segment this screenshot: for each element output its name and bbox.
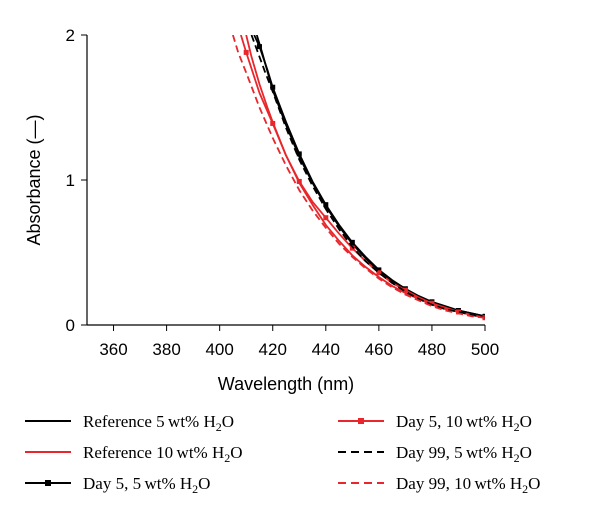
- data-point: [270, 120, 276, 126]
- legend-label-subscript: 2: [192, 482, 198, 496]
- legend-label-main: Day 5, 10 wt% H: [396, 412, 514, 431]
- legend-label: Day 99, 5 wt% H2O: [396, 443, 532, 465]
- x-tick-label: 420: [259, 340, 287, 359]
- series-line: [250, 35, 485, 319]
- y-tick-label: 1: [66, 171, 75, 190]
- legend-item: Day 5, 5 wt% H2O: [25, 474, 210, 496]
- legend-label-tail: O: [528, 474, 540, 493]
- legend-label-tail: O: [222, 412, 234, 431]
- data-point: [323, 202, 329, 208]
- legend-label: Day 99, 10 wt% H2O: [396, 474, 540, 496]
- legend-label-subscript: 2: [224, 451, 230, 465]
- legend-label-subscript: 2: [216, 420, 222, 434]
- legend-label-subscript: 2: [514, 451, 520, 465]
- series-line: [232, 35, 485, 319]
- x-tick-label: 500: [471, 340, 499, 359]
- series-line: [253, 35, 485, 318]
- data-point: [349, 239, 355, 245]
- y-axis-title: Absorbance (—): [24, 114, 44, 245]
- legend-marker: [45, 480, 51, 486]
- y-tick-label: 2: [66, 26, 75, 45]
- x-tick-label: 400: [205, 340, 233, 359]
- data-point: [296, 178, 302, 184]
- data-point: [376, 267, 382, 273]
- legend-item: Day 99, 5 wt% H2O: [338, 443, 532, 465]
- legend-label-main: Day 5, 5 wt% H: [83, 474, 192, 493]
- y-tick-label: 0: [66, 316, 75, 335]
- data-point: [323, 215, 329, 221]
- legend-marker: [358, 418, 364, 424]
- legend-label: Day 5, 10 wt% H2O: [396, 412, 532, 434]
- legend-label-tail: O: [520, 412, 532, 431]
- legend-label-tail: O: [230, 443, 242, 462]
- x-tick-label: 440: [312, 340, 340, 359]
- data-point: [455, 309, 461, 315]
- data-point: [256, 44, 262, 50]
- x-tick-label: 360: [99, 340, 127, 359]
- x-tick-label: 380: [152, 340, 180, 359]
- data-point: [376, 270, 382, 276]
- x-ticks: 360 380 400 420 440 460 480 500: [99, 325, 499, 359]
- legend-label-subscript: 2: [514, 420, 520, 434]
- series-5: [250, 35, 485, 319]
- x-tick-label: 460: [365, 340, 393, 359]
- legend-label-main: Reference 5 wt% H: [83, 412, 216, 431]
- data-point: [243, 49, 249, 55]
- legend-label: Reference 10 wt% H2O: [83, 443, 243, 465]
- data-point: [296, 151, 302, 157]
- legend-item: Day 5, 10 wt% H2O: [338, 412, 532, 434]
- legend-label-tail: O: [198, 474, 210, 493]
- x-tick-label: 480: [418, 340, 446, 359]
- x-axis-title: Wavelength (nm): [218, 374, 354, 394]
- legend-item: Day 99, 10 wt% H2O: [338, 474, 540, 496]
- data-point: [429, 300, 435, 306]
- data-point: [270, 84, 276, 90]
- legend-label: Day 5, 5 wt% H2O: [83, 474, 210, 496]
- legend-label-main: Reference 10 wt% H: [83, 443, 224, 462]
- data-point: [349, 245, 355, 251]
- legend-label: Reference 5 wt% H2O: [83, 412, 234, 434]
- y-ticks: 0 1 2: [66, 26, 87, 335]
- series-6: [232, 35, 485, 319]
- legend-label-subscript: 2: [522, 482, 528, 496]
- legend-item: Reference 10 wt% H2O: [25, 443, 243, 465]
- legend-item: Reference 5 wt% H2O: [25, 412, 234, 434]
- legend-label-main: Day 99, 10 wt% H: [396, 474, 522, 493]
- legend-label-main: Day 99, 5 wt% H: [396, 443, 514, 462]
- legend-label-tail: O: [520, 443, 532, 462]
- series-layer: [232, 35, 485, 321]
- data-point: [402, 287, 408, 293]
